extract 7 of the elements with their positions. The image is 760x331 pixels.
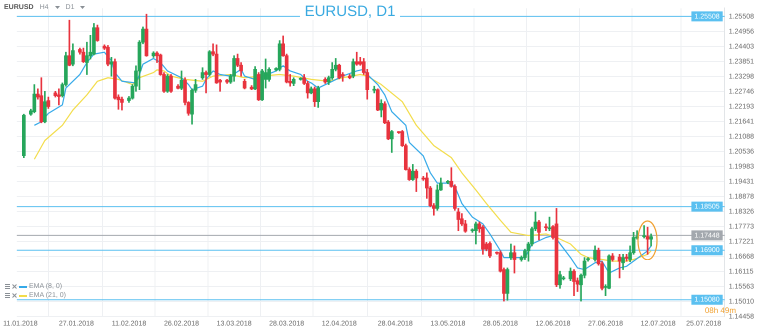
candlestick — [110, 57, 114, 76]
chart-title: EURUSD, D1 — [300, 3, 400, 20]
candlestick — [624, 254, 628, 262]
candlestick — [618, 254, 622, 278]
candlestick — [204, 70, 208, 94]
candlestick — [544, 224, 548, 232]
annotation: 08h 49m — [704, 306, 736, 315]
